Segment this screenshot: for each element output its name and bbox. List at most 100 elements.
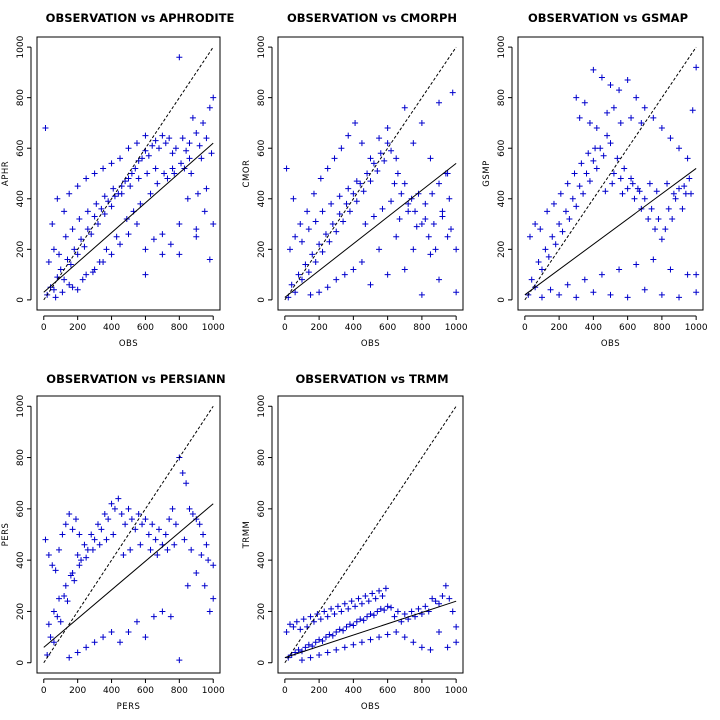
- y-axis-label: GSMP: [482, 160, 492, 186]
- data-point: [324, 649, 331, 656]
- data-point: [305, 226, 312, 233]
- data-point: [178, 160, 185, 167]
- y-tick-label: 1000: [497, 35, 507, 58]
- data-point: [418, 644, 425, 651]
- data-point: [358, 258, 365, 265]
- data-point: [183, 480, 190, 487]
- data-point: [137, 200, 144, 207]
- data-point: [132, 165, 139, 172]
- data-point: [444, 233, 451, 240]
- data-point: [360, 617, 367, 624]
- y-tick-label: 800: [257, 449, 267, 466]
- data-point: [189, 510, 196, 517]
- reference-line: [43, 405, 214, 664]
- data-point: [367, 178, 374, 185]
- data-point: [446, 595, 453, 602]
- data-point: [176, 221, 183, 228]
- y-tick-label: 400: [497, 190, 507, 207]
- data-point: [84, 226, 91, 233]
- data-point: [362, 593, 369, 600]
- data-point: [171, 541, 178, 548]
- x-tick-label: 200: [69, 686, 86, 696]
- data-point: [388, 198, 395, 205]
- data-point: [324, 165, 331, 172]
- data-point: [69, 526, 76, 533]
- y-tick-label: 1000: [257, 35, 267, 58]
- data-point: [96, 258, 103, 265]
- data-point: [418, 291, 425, 298]
- data-point: [108, 160, 115, 167]
- data-point: [110, 185, 117, 192]
- data-point: [444, 170, 451, 177]
- y-tick-label: 600: [257, 139, 267, 156]
- data-point: [664, 180, 671, 187]
- plot-frame: [36, 36, 221, 311]
- data-point: [293, 618, 300, 625]
- x-tick-label: 600: [379, 686, 396, 696]
- chart-title: OBSERVATION vs APHRODITE: [46, 11, 235, 25]
- data-point: [188, 170, 195, 177]
- data-point: [149, 142, 156, 149]
- data-point: [312, 639, 319, 646]
- data-point: [331, 611, 338, 618]
- data-point: [573, 94, 580, 101]
- plot-frame: [277, 395, 464, 674]
- data-point: [69, 284, 76, 291]
- data-point: [147, 546, 154, 553]
- data-point: [600, 152, 607, 159]
- data-point: [346, 208, 353, 215]
- data-point: [693, 271, 700, 278]
- data-point: [432, 598, 439, 605]
- data-point: [125, 145, 132, 152]
- data-point: [206, 256, 213, 263]
- data-point: [617, 175, 624, 182]
- data-point: [159, 132, 166, 139]
- data-point: [345, 185, 352, 192]
- data-point: [95, 221, 101, 228]
- data-point: [376, 634, 383, 641]
- data-point: [427, 251, 434, 258]
- data-point: [61, 593, 68, 600]
- data-point: [336, 193, 343, 200]
- data-point: [69, 226, 76, 233]
- data-point: [81, 541, 88, 548]
- data-point: [338, 145, 345, 152]
- data-point: [598, 74, 605, 81]
- data-point: [573, 203, 580, 210]
- data-point: [203, 135, 210, 142]
- data-point: [537, 226, 544, 233]
- data-point: [353, 198, 360, 205]
- data-point: [290, 623, 297, 630]
- reference-line: [284, 46, 457, 301]
- data-point: [655, 216, 662, 222]
- data-point: [676, 185, 683, 192]
- data-point: [125, 231, 132, 238]
- data-point: [127, 183, 134, 190]
- data-point: [206, 608, 213, 615]
- data-point: [619, 190, 626, 197]
- data-point: [453, 289, 460, 296]
- data-point: [302, 261, 309, 268]
- x-tick-label: 800: [171, 686, 188, 696]
- data-point: [61, 208, 68, 215]
- data-point: [350, 190, 357, 197]
- data-point: [377, 605, 384, 612]
- data-point: [571, 170, 578, 177]
- data-point: [379, 205, 386, 212]
- y-tick-label: 200: [16, 240, 26, 257]
- data-point: [376, 246, 383, 253]
- x-tick-label: 400: [585, 323, 602, 333]
- data-point: [133, 221, 140, 228]
- data-point: [682, 190, 689, 197]
- data-point: [377, 150, 384, 157]
- data-point: [283, 165, 290, 172]
- data-point: [364, 613, 371, 620]
- data-point: [410, 639, 417, 646]
- data-point: [336, 626, 343, 633]
- data-point: [196, 521, 203, 528]
- y-tick-label: 600: [16, 500, 26, 517]
- data-point: [576, 114, 583, 121]
- data-point: [186, 505, 193, 512]
- data-point: [81, 243, 88, 250]
- y-tick-label: 800: [16, 89, 26, 106]
